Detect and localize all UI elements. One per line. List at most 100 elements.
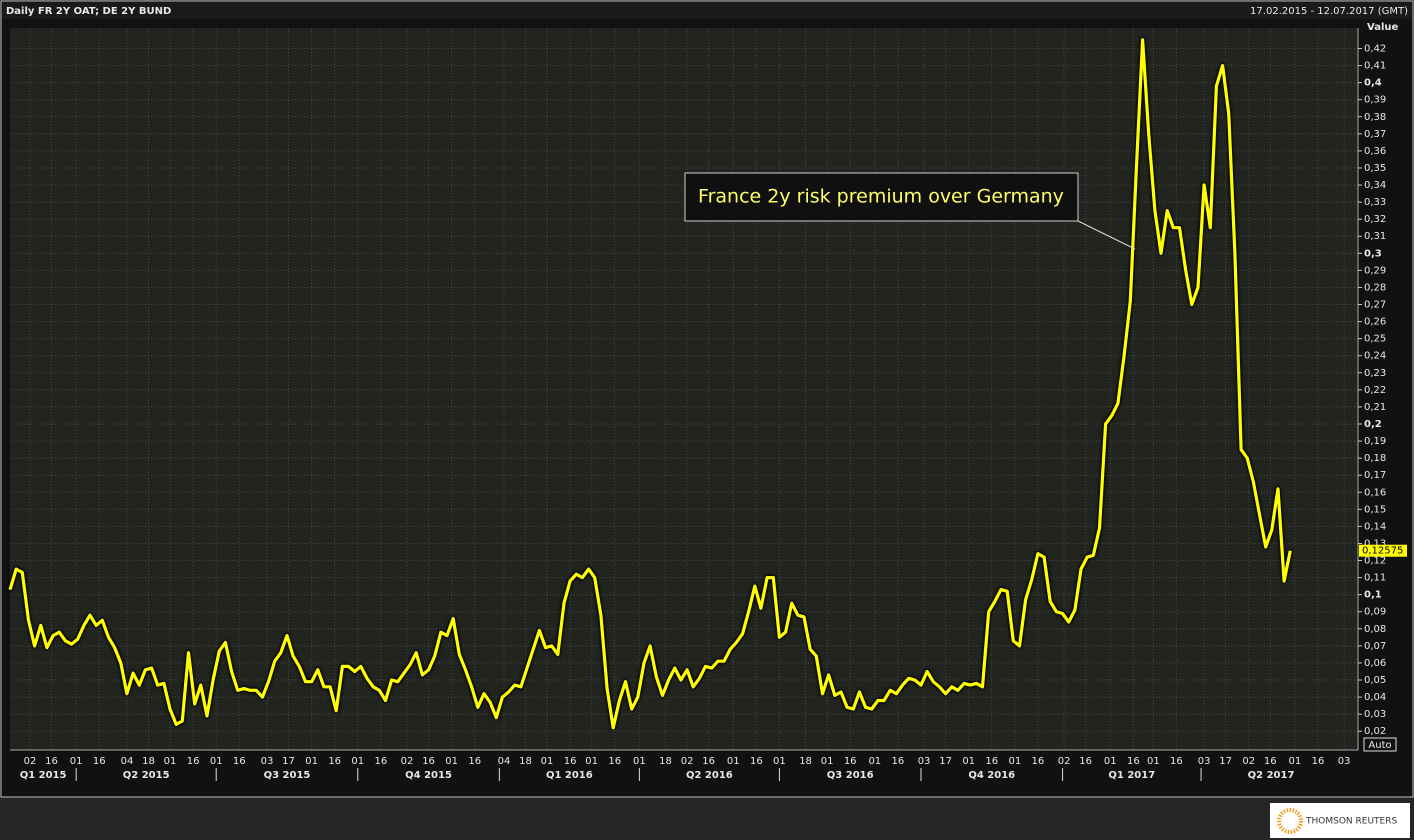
x-tick-label: 02 [24, 756, 37, 767]
y-tick-label: 0,25 [1364, 334, 1386, 345]
quarter-label: Q1 2016 [546, 770, 593, 781]
x-tick-label: 16 [374, 756, 387, 767]
x-tick-label: 16 [985, 756, 998, 767]
annotation-text: France 2y risk premium over Germany [698, 186, 1064, 208]
y-tick-label: 0,06 [1364, 658, 1386, 669]
x-tick-label: 18 [659, 756, 672, 767]
x-tick-label: 01 [305, 756, 318, 767]
plot-area [10, 28, 1358, 750]
x-tick-label: 01 [962, 756, 975, 767]
y-tick-label: 0,26 [1364, 317, 1386, 328]
y-tick-label: 0,03 [1364, 709, 1386, 720]
y-tick-label: 0,17 [1364, 470, 1386, 481]
x-tick-label: 16 [187, 756, 200, 767]
y-tick-label: 0,11 [1364, 573, 1386, 584]
y-tick-label: 0,12 [1364, 556, 1386, 567]
x-tick-label: 16 [1170, 756, 1183, 767]
quarter-label: Q3 2016 [827, 770, 874, 781]
x-tick-label: 01 [1147, 756, 1160, 767]
last-value-label: 0,12575 [1362, 546, 1403, 557]
y-tick-label: 0,41 [1364, 61, 1386, 72]
y-tick-label: 0,15 [1364, 504, 1386, 515]
x-tick-label: 16 [608, 756, 621, 767]
quarter-label: Q2 2017 [1248, 770, 1295, 781]
x-tick-label: 01 [773, 756, 786, 767]
x-tick-label: 18 [799, 756, 812, 767]
y-tick-label: 0,2 [1364, 419, 1382, 430]
x-tick-label: 16 [233, 756, 246, 767]
x-tick-label: 16 [844, 756, 857, 767]
data-line [8, 38, 1292, 730]
x-tick-label: 16 [1264, 756, 1277, 767]
x-tick-label: 16 [468, 756, 481, 767]
x-tick-label: 02 [1242, 756, 1255, 767]
auto-button[interactable] [1363, 737, 1397, 752]
x-tick-label: 01 [585, 756, 598, 767]
x-tick-label: 02 [1058, 756, 1071, 767]
logo-text: THOMSON REUTERS [1305, 817, 1397, 827]
y-tick-label: 0,23 [1364, 368, 1386, 379]
y-tick-label: 0,05 [1364, 675, 1386, 686]
y-tick-label: 0,19 [1364, 436, 1386, 447]
quarter-label: Q4 2015 [405, 770, 452, 781]
x-tick-label: 04 [498, 756, 511, 767]
x-tick-label: 16 [564, 756, 577, 767]
x-tick-label: 01 [1289, 756, 1302, 767]
y-tick-label: 0,24 [1364, 351, 1386, 362]
x-tick-label: 02 [681, 756, 694, 767]
x-tick-label: 03 [1338, 756, 1351, 767]
y-tick-label: 0,04 [1364, 692, 1386, 703]
x-tick-label: 17 [939, 756, 952, 767]
x-tick-label: 01 [868, 756, 881, 767]
x-tick-label: 18 [519, 756, 532, 767]
y-tick-label: 0,18 [1364, 453, 1386, 464]
x-tick-label: 16 [328, 756, 341, 767]
y-tick-label: 0,35 [1364, 163, 1386, 174]
y-tick-label: 0,22 [1364, 385, 1386, 396]
x-tick-label: 01 [351, 756, 364, 767]
x-tick-label: 03 [1198, 756, 1211, 767]
grid [10, 28, 1358, 750]
y-tick-label: 0,38 [1364, 112, 1386, 123]
y-tick-label: 0,28 [1364, 282, 1386, 293]
y-tick-label: 0,4 [1364, 78, 1382, 89]
x-tick-label: 01 [210, 756, 223, 767]
y-tick-label: 0,07 [1364, 641, 1386, 652]
y-tick-label: 0,3 [1364, 248, 1382, 259]
x-tick-label: 16 [93, 756, 106, 767]
x-tick-label: 16 [1127, 756, 1140, 767]
header-bar [2, 2, 1412, 19]
y-tick-label: 0,31 [1364, 231, 1386, 242]
y-tick-label: 0,37 [1364, 129, 1386, 140]
x-tick-label: 01 [1104, 756, 1117, 767]
x-tick-label: 01 [164, 756, 177, 767]
logo-icon [1277, 808, 1303, 834]
x-tick-label: 18 [142, 756, 155, 767]
annotation-leader [1077, 220, 1136, 250]
y-tick-label: 0,33 [1364, 197, 1386, 208]
x-tick-label: 01 [821, 756, 834, 767]
auto-button-label[interactable]: Auto [1368, 740, 1391, 751]
y-tick-label: 0,32 [1364, 214, 1386, 225]
y-tick-label: 0,36 [1364, 146, 1386, 157]
y-tick-label: 0,14 [1364, 521, 1386, 532]
y-tick-label: 0,27 [1364, 300, 1386, 311]
x-tick-label: 02 [401, 756, 414, 767]
chart-title: Daily FR 2Y OAT; DE 2Y BUND [6, 6, 171, 17]
x-tick-label: 16 [422, 756, 435, 767]
chart-subtitle: 17.02.2015 - 12.07.2017 (GMT) [1250, 6, 1408, 17]
y-tick-label: 0,02 [1364, 726, 1386, 737]
quarter-label: Q1 2015 [20, 770, 67, 781]
x-tick-label: 01 [445, 756, 458, 767]
x-tick-label: 03 [261, 756, 274, 767]
x-tick-label: 17 [1219, 756, 1232, 767]
y-tick-label: 0,16 [1364, 487, 1386, 498]
x-tick-label: 01 [70, 756, 83, 767]
x-tick-label: 01 [1008, 756, 1021, 767]
quarter-label: Q2 2015 [123, 770, 170, 781]
y-tick-label: 0,39 [1364, 95, 1386, 106]
y-tick-label: 0,08 [1364, 624, 1386, 635]
x-tick-label: 16 [750, 756, 763, 767]
quarter-label: Q4 2016 [968, 770, 1015, 781]
